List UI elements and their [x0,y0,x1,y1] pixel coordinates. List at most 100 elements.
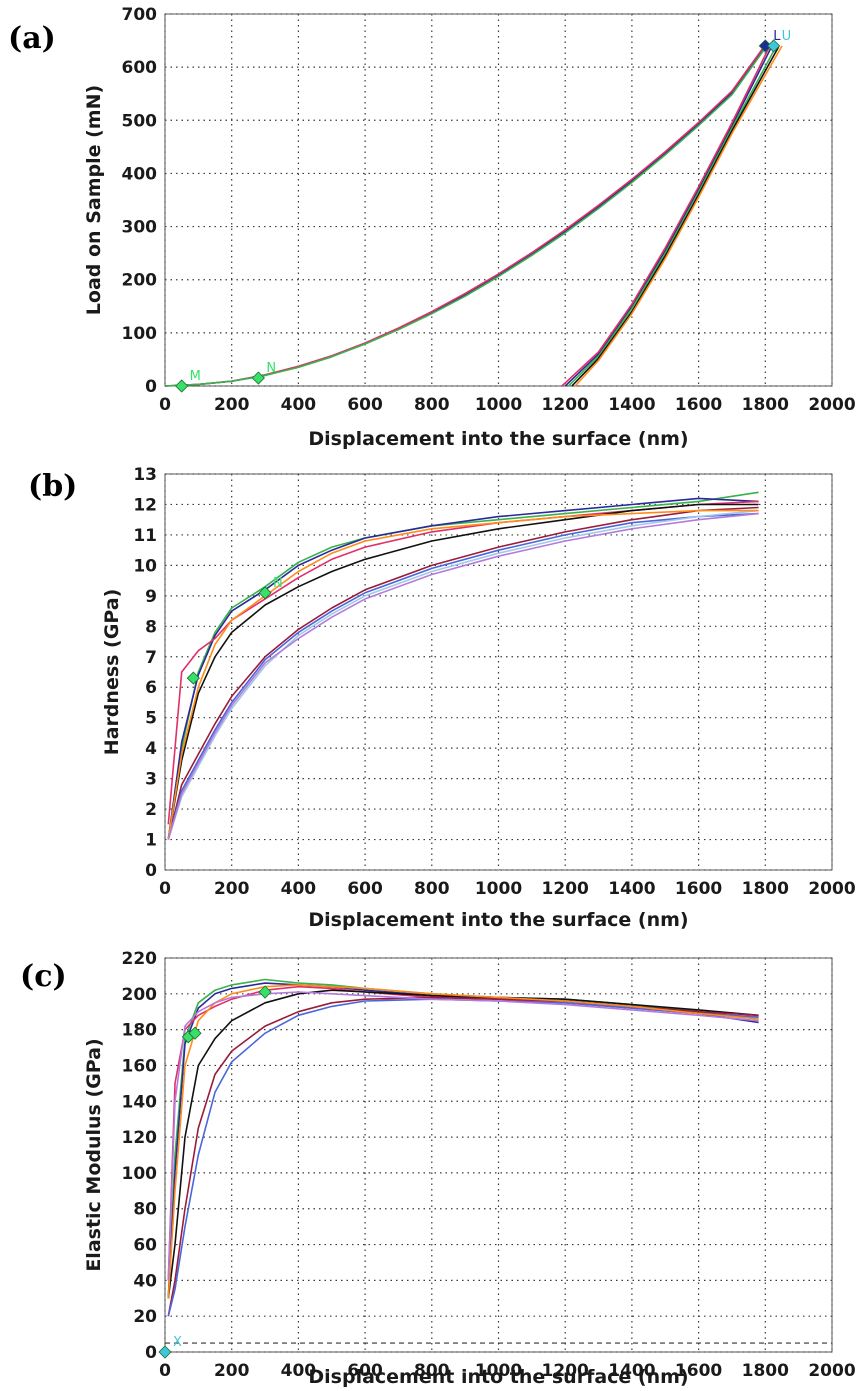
x-tick-label: 400 [281,1361,317,1381]
y-tick-label: 200 [122,271,158,291]
series-line-6 [167,512,759,840]
y-tick-label: 11 [133,526,157,546]
y-tick-label: 7 [145,648,157,668]
y-tick-label: 40 [133,1271,157,1291]
y-tick-label: 3 [145,770,157,790]
y-axis-label: Load on Sample (mN) [83,85,105,315]
plot-frame [164,13,833,387]
marker-label: X [173,1335,182,1350]
y-tick-label: 4 [145,739,157,759]
x-tick-label: 200 [214,879,250,899]
x-tick-label: 1600 [675,879,722,899]
x-tick-label: 1000 [475,1361,522,1381]
panel-label: (c) [20,959,67,994]
series-line-7 [571,46,780,387]
series-line-3 [164,44,766,387]
series-line-5 [164,47,766,387]
x-tick-label: 1000 [475,395,522,415]
y-tick-label: 160 [122,1056,158,1076]
x-tick-label: 1800 [742,395,789,415]
y-tick-label: 5 [145,709,157,729]
marker-diamond [767,39,781,53]
series-line-6 [167,998,759,1317]
marker-diamond [251,371,265,385]
series-line-7 [167,509,759,840]
x-tick-label: 0 [159,395,171,415]
x-tick-label: 800 [414,1361,450,1381]
panel-a: MNL U0 200 400 600 800 1000 1200 1400 1600 1800 200… [8,5,856,450]
y-tick-label: 0 [145,1343,157,1363]
y-tick-label: 20 [133,1307,157,1327]
y-tick-label: 500 [122,111,158,131]
x-tick-label: 1000 [475,879,522,899]
series-line-1 [167,978,759,1299]
x-tick-label: 600 [347,1361,383,1381]
x-tick-label: 1400 [608,879,655,899]
y-tick-label: 120 [122,1128,158,1148]
x-tick-label: 600 [347,879,383,899]
x-tick-label: 400 [281,879,317,899]
series-line-1 [167,491,759,840]
series-line-2 [167,982,759,1299]
y-tick-label: 140 [122,1092,158,1112]
series-line-1 [164,45,766,387]
x-tick-label: 2000 [808,879,855,899]
x-tick-label: 1200 [542,1361,589,1381]
y-tick-label: 8 [145,617,157,637]
y-tick-label: 220 [122,949,158,969]
y-tick-label: 6 [145,678,157,698]
panel-label: (a) [8,21,56,56]
marker-diamond [158,1345,172,1359]
y-tick-label: 60 [133,1236,157,1256]
x-tick-label: 200 [214,395,250,415]
x-axis-label: Displacement into the surface (nm) [308,909,688,931]
panel-c: X0 200 400 600 800 1000 1200 1400 1600 1800 200002… [20,949,856,1388]
y-tick-label: 600 [122,58,158,78]
x-tick-label: 2000 [808,1361,855,1381]
series-line-8 [167,509,759,840]
panel-label: (b) [28,469,77,504]
y-tick-label: 300 [122,218,158,238]
x-tick-label: 0 [159,879,171,899]
x-tick-label: 1200 [542,395,589,415]
x-tick-label: 600 [347,395,383,415]
x-tick-label: 800 [414,879,450,899]
x-tick-label: 200 [214,1361,250,1381]
series-line-9 [167,512,759,840]
series-line-3 [167,985,759,1281]
y-tick-label: 100 [122,1164,158,1184]
x-tick-label: 800 [414,395,450,415]
series-line-3 [167,500,759,825]
y-tick-label: 9 [145,587,157,607]
marker-label: N [266,361,276,376]
marker-label: M [190,369,201,384]
x-tick-label: 2000 [808,395,855,415]
y-tick-label: 200 [122,985,158,1005]
y-tick-label: 2 [145,800,157,820]
marker-diamond [188,1026,202,1040]
y-tick-label: 13 [133,465,157,485]
marker-diamond [175,379,189,393]
y-tick-label: 10 [133,556,157,576]
x-tick-label: 400 [281,395,317,415]
y-tick-label: 400 [122,164,158,184]
x-tick-label: 1600 [675,395,722,415]
y-tick-label: 1 [145,831,157,851]
marker-diamond [186,671,200,685]
x-axis-label: Displacement into the surface (nm) [308,428,688,450]
y-tick-label: 0 [145,377,157,397]
x-axis-label: Displacement into the surface (nm) [308,1366,688,1388]
x-tick-label: 1800 [742,879,789,899]
marker-label: L [773,29,781,44]
series-line-7 [167,984,759,1299]
y-tick-label: 180 [122,1021,158,1041]
marker-diamond [258,985,272,999]
series-line-4 [167,989,759,1299]
y-tick-label: 100 [122,324,158,344]
x-tick-label: 1800 [742,1361,789,1381]
y-axis-label: Hardness (GPa) [101,589,123,756]
plot-frame [164,957,833,1353]
series-line-5 [167,506,759,840]
series-line-4 [167,503,759,840]
